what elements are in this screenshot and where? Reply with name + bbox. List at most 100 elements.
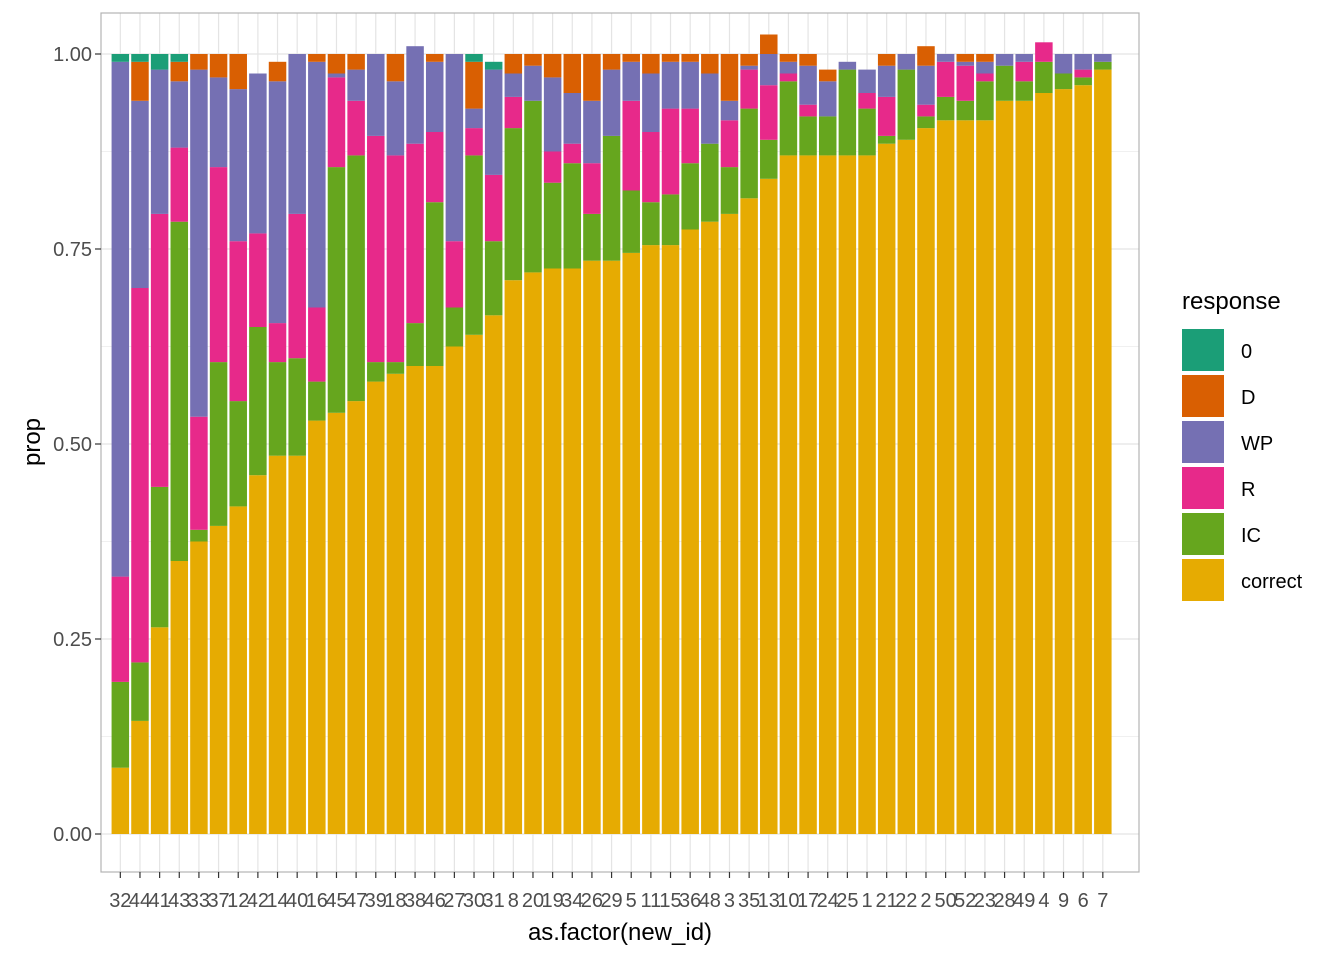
- x-tick-label: 12: [227, 890, 249, 912]
- bar-segment: [622, 61, 640, 101]
- bar-segment: [1094, 61, 1112, 70]
- bar-segment: [976, 73, 994, 82]
- bar-segment: [799, 104, 817, 117]
- bar-segment: [838, 155, 857, 834]
- bar-segment: [150, 627, 169, 834]
- x-tick-label: 36: [679, 890, 701, 912]
- bar-segment: [229, 401, 247, 507]
- bar-segment: [347, 401, 365, 834]
- bar-segment: [543, 182, 562, 269]
- bar-segment: [425, 366, 444, 834]
- y-axis-title: prop: [19, 418, 46, 466]
- x-tick-label: 6: [1078, 890, 1089, 912]
- bar-segment: [877, 96, 896, 136]
- bar-segment: [170, 221, 189, 561]
- bar-segment: [386, 81, 405, 156]
- legend-key: [1182, 421, 1224, 463]
- bar-segment: [563, 163, 582, 269]
- bar-segment: [917, 65, 935, 105]
- bar-segment: [229, 506, 247, 834]
- bar-segment: [524, 54, 542, 66]
- bar-segment: [308, 381, 326, 421]
- y-tick-label: 0.00: [53, 824, 92, 846]
- x-tick-label: 33: [188, 890, 210, 912]
- bar-segment: [288, 213, 306, 359]
- bar-segment: [799, 65, 817, 105]
- bar-segment: [740, 198, 758, 835]
- x-tick-label: 27: [443, 890, 465, 912]
- x-tick-label: 16: [306, 890, 328, 912]
- bar-segment: [1074, 85, 1092, 834]
- bar-segment: [818, 155, 837, 834]
- x-tick-label: 10: [777, 890, 799, 912]
- legend-key: [1182, 467, 1224, 509]
- bar-segment: [720, 167, 739, 214]
- bar-segment: [1054, 54, 1073, 74]
- bar-segment: [760, 178, 778, 835]
- bar-segment: [406, 46, 424, 144]
- bar-segment: [249, 475, 267, 834]
- bar-segment: [760, 85, 778, 140]
- bar-segment: [858, 93, 876, 109]
- bar-segment: [249, 233, 267, 327]
- bar-segment: [740, 65, 758, 70]
- x-tick-label: 42: [247, 890, 269, 912]
- bar-segment: [956, 54, 975, 62]
- bar-segment: [858, 155, 876, 834]
- x-tick-label: 8: [508, 890, 519, 912]
- bar-segment: [779, 155, 798, 834]
- bar-segment: [465, 54, 483, 62]
- bar-segment: [1015, 81, 1033, 101]
- x-tick-label: 21: [876, 890, 898, 912]
- bar-segment: [190, 69, 208, 417]
- bar-segment: [131, 288, 149, 663]
- bar-segment: [504, 54, 523, 74]
- x-tick-label: 39: [365, 890, 387, 912]
- bar-segment: [642, 54, 660, 74]
- bar-segment: [661, 54, 680, 62]
- bar-segment: [327, 77, 346, 168]
- bar-segment: [563, 143, 582, 164]
- bar-segment: [701, 143, 719, 222]
- x-tick-label: 29: [600, 890, 622, 912]
- x-tick-label: 3: [724, 890, 735, 912]
- bar-segment: [642, 245, 660, 835]
- bar-segment: [1035, 42, 1053, 62]
- bar-segment: [976, 61, 994, 74]
- bar-segment: [465, 128, 483, 156]
- bar-segment: [445, 241, 464, 308]
- bar-segment: [838, 61, 857, 70]
- x-tick-label: 20: [522, 890, 544, 912]
- bar-segment: [681, 229, 699, 834]
- bar-segment: [209, 167, 228, 363]
- bar-segment: [543, 77, 562, 152]
- bar-segment: [543, 268, 562, 834]
- bar-segment: [268, 61, 287, 82]
- bar-segment: [131, 61, 149, 101]
- bar-segment: [661, 61, 680, 109]
- bar-segment: [877, 65, 896, 97]
- x-tick-label: 50: [935, 890, 957, 912]
- bar-segment: [504, 280, 523, 834]
- bar-segment: [661, 245, 680, 835]
- bar-segment: [543, 54, 562, 78]
- bar-segment: [268, 323, 287, 363]
- bar-segment: [661, 108, 680, 195]
- bar-segment: [642, 202, 660, 246]
- x-tick-label: 25: [836, 890, 858, 912]
- bar-segment: [367, 54, 385, 136]
- bar-segment: [524, 65, 542, 101]
- bar-segment: [956, 61, 975, 66]
- bar-segment: [170, 54, 189, 62]
- bar-segment: [995, 100, 1014, 835]
- bar-segment: [288, 358, 306, 456]
- bar-segment: [268, 81, 287, 324]
- x-tick-label: 5: [626, 890, 637, 912]
- bar-segment: [504, 96, 523, 129]
- bar-segment: [642, 73, 660, 132]
- x-tick-label: 17: [797, 890, 819, 912]
- bar-segment: [465, 155, 483, 335]
- bar-segment: [386, 54, 405, 82]
- bar-segment: [661, 194, 680, 246]
